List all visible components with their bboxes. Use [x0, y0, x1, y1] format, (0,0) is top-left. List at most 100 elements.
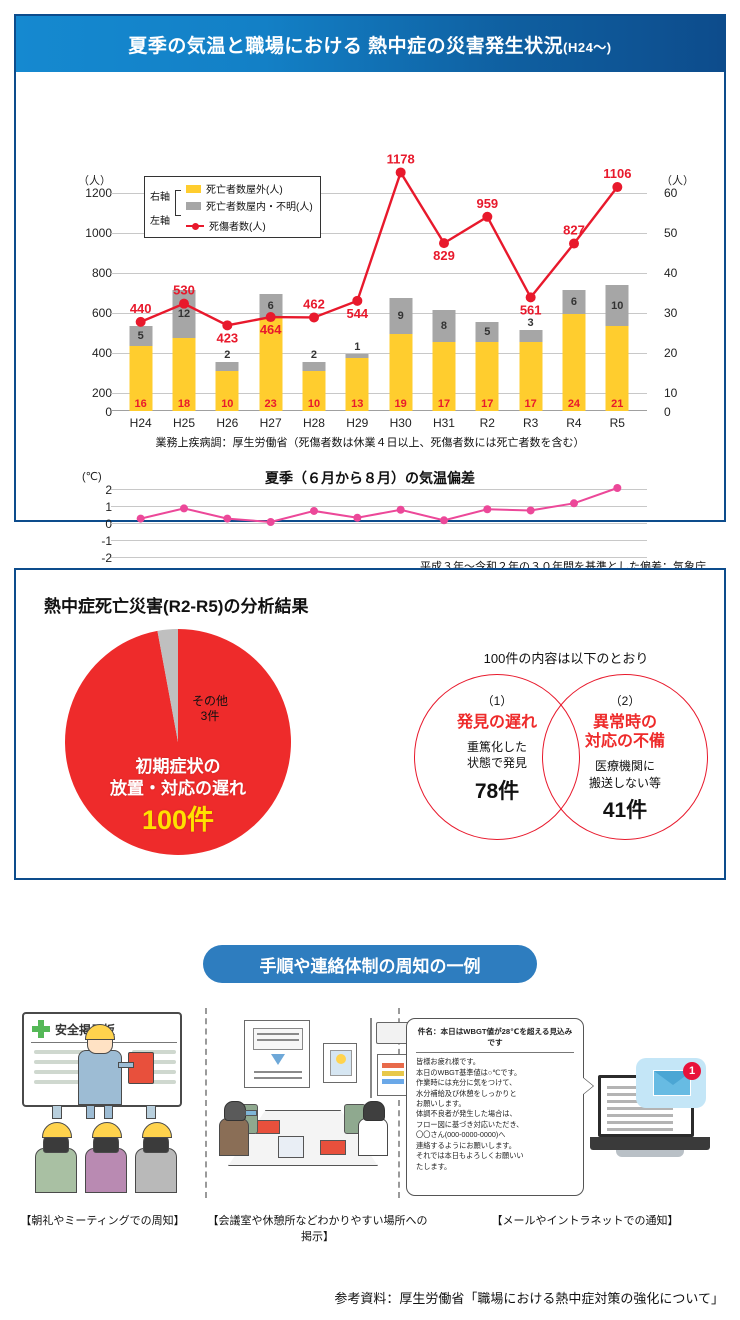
audience-3-helmet-icon [142, 1122, 172, 1138]
x-axis-tick: H26 [216, 416, 239, 430]
legend-item-indoor: 死亡者数屋内・不明(人) [186, 198, 313, 213]
audience-1-helmet-icon [42, 1122, 72, 1138]
injury-line-series [135, 167, 623, 331]
bar-indoor-value: 2 [310, 349, 318, 362]
bar-indoor-value: 1 [354, 341, 361, 354]
meeting-snack [278, 1136, 304, 1158]
legend-label-indoor: 死亡者数屋内・不明(人) [206, 202, 313, 213]
caption-email: 【メールやイントラネットでの通知】 [491, 1215, 679, 1227]
temp-tick-1: 1 [105, 500, 112, 514]
analysis-panel: 熱中症死亡災害(R2-R5)の分析結果 その他 3件 初期症状の 放置・対応の遅… [14, 568, 726, 880]
green-cross-icon [32, 1020, 50, 1038]
legend-label-injury: 死傷者数(人) [209, 222, 266, 233]
bar-column: 10 2 [292, 168, 335, 411]
pie-slice-main-label: 初期症状の 放置・対応の遅れ 100件 [64, 756, 292, 838]
legend-label-outdoor: 死亡者数屋外(人) [206, 185, 283, 196]
illustration-divider-1 [205, 1008, 207, 1198]
legend-swatch-yellow-icon [186, 184, 201, 193]
venn-1-count: 78件 [474, 779, 520, 803]
y-tick-400: 400 [91, 346, 112, 360]
stacked-bar: 5 16 [129, 325, 153, 411]
bar-column: 17 3 [509, 168, 552, 411]
y-tick-600: 600 [91, 306, 112, 320]
venn-1-body-line1: 重篤化した [466, 740, 527, 755]
bar-column: 5 17 [466, 168, 509, 411]
chart-legend: 右軸 左軸 死亡者数屋外(人) 死亡者数屋内・不明(人) 死傷者数(人) [144, 176, 321, 238]
y2-tick-20: 20 [664, 346, 678, 360]
legend-item-outdoor: 死亡者数屋外(人) [186, 181, 313, 196]
temp-tick-m2: -2 [101, 551, 112, 565]
examples-banner: 手順や連絡体制の周知の一例 [203, 945, 537, 983]
y2-tick-50: 50 [664, 226, 678, 240]
presenter-arm [118, 1062, 134, 1068]
page-title: 夏季の気温と職場における 熱中症の災害発生状況(H24～) [128, 31, 611, 58]
caption-posting: 【会議室や休憩所などわかりやすい場所への掲示】 [207, 1215, 428, 1243]
page-title-main: 夏季の気温と職場における 熱中症の災害発生状況 [128, 35, 564, 57]
laptop-base-front [616, 1150, 684, 1157]
bar-series: 5 16 12 18 10 2 6 23 10 2 13 1 9 19 8 17 5 17 17 3 6 24 10 21 [119, 168, 639, 411]
meeting-person-left-body [219, 1118, 249, 1156]
x-axis-tick: R4 [566, 416, 582, 430]
y-tick-800: 800 [91, 266, 112, 280]
pie-chart: その他 3件 初期症状の 放置・対応の遅れ 100件 [64, 628, 292, 856]
stacked-bar: 10 [215, 362, 239, 411]
stacked-bar: 12 18 [172, 289, 196, 411]
bar-column: 6 23 [249, 168, 292, 411]
chart-panel: 夏季の気温と職場における 熱中症の災害発生状況(H24～) （人） （人） 12… [14, 14, 726, 573]
analysis-title: 熱中症死亡災害(R2-R5)の分析結果 [44, 597, 309, 616]
audience-3-body [135, 1148, 177, 1193]
pie-main-value: 100件 [141, 805, 215, 836]
bar-column: 10 2 [206, 168, 249, 411]
x-axis-tick: R2 [479, 416, 495, 430]
venn-1-body: 重篤化した 状態で発見 [414, 739, 580, 771]
meeting-doc-1 [256, 1120, 280, 1134]
left-axis-unit: （人） [78, 175, 111, 187]
bar-indoor-value: 2 [224, 349, 231, 362]
stacked-bar: 10 [302, 362, 326, 411]
drink-bottle-icon [245, 1110, 257, 1116]
source-note-disease: 業務上疾病調：厚生労働省（死傷者数は休業４日以上、死傷者数には死亡者数を含む） [155, 437, 585, 449]
venn-subtitle: 100件の内容は以下のとおり [483, 651, 649, 666]
meeting-chart-poster [377, 1054, 407, 1096]
x-axis-tick: H28 [302, 416, 325, 430]
x-axis-tick: H27 [259, 416, 282, 430]
temp-tick-0: 0 [105, 517, 112, 531]
pie-main-label-line2: 放置・対応の遅れ [110, 779, 246, 799]
stacked-bar: 6 23 [259, 293, 283, 411]
bar-column: 5 16 [119, 168, 162, 411]
venn-1-index: （1） [481, 694, 513, 708]
y2-tick-30: 30 [664, 306, 678, 320]
y-tick-1200: 1200 [85, 186, 112, 200]
board-leg-right [146, 1105, 156, 1119]
venn-1-head: 発見の遅れ [456, 714, 537, 731]
stacked-bar: 9 19 [389, 297, 413, 411]
temp-axis-unit: (℃) [82, 471, 102, 483]
venn-2-body-line1: 医療機関に [594, 759, 655, 774]
meeting-person-right-head [363, 1101, 385, 1121]
email-body: 皆様お疲れ様です。 本日のWBGT基準値は○℃です。 作業時には充分に気をつけて… [416, 1057, 524, 1171]
meeting-flowchart-poster [244, 1020, 310, 1088]
pie-slice-other-label: その他 3件 [192, 694, 228, 724]
email-subject: 件名：本日はWBGT値が28℃を超える見込みです [417, 1027, 573, 1047]
bar-column: 10 21 [596, 168, 639, 411]
legend-swatch-line-icon [186, 222, 204, 230]
temp-tick-m1: -1 [101, 534, 112, 548]
y-tick-200: 200 [91, 386, 112, 400]
bar-column: 13 1 [336, 168, 379, 411]
presenter-body [78, 1050, 122, 1105]
temp-chart-title: 夏季（６月から８月）の気温偏差 [265, 470, 475, 486]
unread-badge: 1 [683, 1062, 701, 1080]
audience-2-body [85, 1148, 127, 1193]
pie-other-label-text: その他 [192, 694, 229, 708]
x-axis-labels: H24 H25 H26 H27 H28 H29 H30 H31 R2 R3 R4 R5 [119, 416, 639, 430]
venn-circle-2 [542, 674, 708, 840]
audience-1-body [35, 1148, 77, 1193]
venn-2-head-line2: 対応の不備 [584, 733, 665, 751]
y-tick-0: 0 [105, 405, 112, 419]
meeting-doc-2 [320, 1140, 346, 1155]
x-axis-tick: R3 [522, 416, 539, 430]
stacked-bar: 10 21 [605, 285, 629, 411]
board-leg-left [52, 1105, 62, 1119]
envelope-icon [653, 1070, 692, 1096]
venn-diagram: （1） 発見の遅れ 重篤化した 状態で発見 78件 （2） 異常時の 対応の不備… [414, 670, 714, 850]
